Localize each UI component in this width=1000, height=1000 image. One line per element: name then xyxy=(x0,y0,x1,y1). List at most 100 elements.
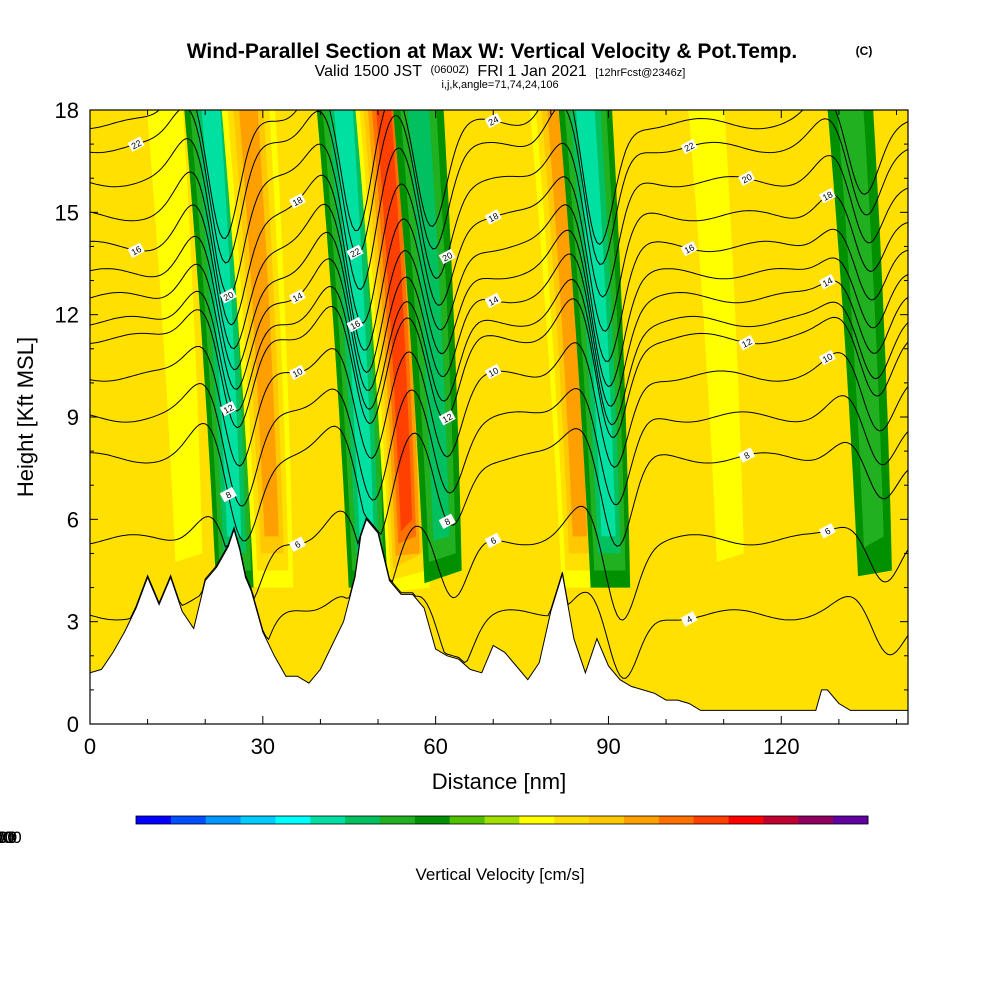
contour-label-22: 22 xyxy=(680,138,698,155)
x-tick-label: 90 xyxy=(596,734,620,759)
svg-text:8: 8 xyxy=(443,516,452,527)
contour-label-6: 6 xyxy=(288,536,306,552)
colorbar-swatch xyxy=(798,816,834,824)
y-tick-label: 3 xyxy=(67,610,79,635)
colorbar-label: Vertical Velocity [cm/s] xyxy=(415,865,584,884)
svg-text:8: 8 xyxy=(742,450,751,461)
isentrope-13 xyxy=(90,278,908,426)
velocity-band-0-1 xyxy=(146,110,203,562)
colorbar-swatch xyxy=(136,816,172,824)
svg-text:20: 20 xyxy=(441,250,455,264)
valid-time: Valid 1500 JST xyxy=(315,63,423,80)
colorbar-tick-label: -100 xyxy=(0,828,17,847)
colorbar-frame xyxy=(135,815,869,825)
colorbar-swatch xyxy=(449,816,485,824)
x-tick-label: 60 xyxy=(423,734,447,759)
colorbar-swatch xyxy=(414,816,451,824)
svg-text:12: 12 xyxy=(740,336,754,350)
colorbar-swatch xyxy=(728,816,764,824)
y-tick-label: 15 xyxy=(55,200,79,225)
svg-text:14: 14 xyxy=(821,275,835,289)
x-axis-label: Distance [nm] xyxy=(432,769,567,794)
svg-text:20: 20 xyxy=(222,289,236,303)
y-tick-label: 9 xyxy=(67,405,79,430)
isentrope-12 xyxy=(90,298,908,438)
contour-label-18: 18 xyxy=(484,209,502,225)
svg-text:20: 20 xyxy=(740,172,754,186)
x-tick-label: 0 xyxy=(84,734,96,759)
contour-label-14: 14 xyxy=(818,273,836,290)
isentrope-15 xyxy=(90,229,908,388)
svg-text:6: 6 xyxy=(293,539,302,550)
contour-label-8: 8 xyxy=(738,447,756,463)
contour-label-16: 16 xyxy=(127,242,145,259)
contour-label-6: 6 xyxy=(818,523,836,539)
svg-text:22: 22 xyxy=(348,246,362,260)
contour-label-10: 10 xyxy=(818,349,836,366)
svg-text:18: 18 xyxy=(487,211,501,225)
contour-label-18: 18 xyxy=(818,187,836,204)
section-params: i,j,k,angle=71,74,24,106 xyxy=(441,79,558,91)
contour-label-18: 18 xyxy=(288,193,306,209)
isentrope-16 xyxy=(90,203,908,362)
y-axis: 0 3 6 9 12 15 18 xyxy=(55,98,908,737)
y-tick-label: 0 xyxy=(67,712,79,737)
svg-text:12: 12 xyxy=(222,402,236,416)
colorbar-swatch xyxy=(380,816,416,824)
colorbar-swatch xyxy=(275,816,311,824)
colorbar-swatch xyxy=(345,816,381,824)
svg-text:6: 6 xyxy=(823,526,832,537)
colorbar-tick-label: 800 xyxy=(0,828,14,847)
y-tick-label: 12 xyxy=(55,303,79,328)
svg-text:16: 16 xyxy=(348,318,362,332)
isentrope-8 xyxy=(90,422,908,547)
svg-text:10: 10 xyxy=(291,366,305,380)
svg-text:10: 10 xyxy=(487,365,501,379)
plot-area: 4 6 6 6 8 8 8 10 10 10 12 12 12 14 14 14 16 16 16 18 18 18 20 2… xyxy=(90,110,908,724)
x-axis: 0 30 60 90 120 xyxy=(84,110,897,759)
y-tick-label: 18 xyxy=(55,98,79,123)
velocity-band-8-1 xyxy=(688,110,744,562)
velocity-band-7-4 xyxy=(576,110,616,537)
svg-text:6: 6 xyxy=(489,535,498,546)
contour-label-10: 10 xyxy=(484,363,502,380)
svg-text:18: 18 xyxy=(291,195,305,209)
chart-subtitle: Valid 1500 JST (0600Z) FRI 1 Jan 2021 [1… xyxy=(315,60,686,80)
svg-text:4: 4 xyxy=(685,614,694,625)
colorbar-swatch xyxy=(205,816,241,824)
colorbar-swatch xyxy=(310,816,346,824)
velocity-band-1-4 xyxy=(201,110,242,537)
contour-label-6: 6 xyxy=(484,532,502,549)
colorbar-tick-label: 200 xyxy=(0,828,14,847)
colorbar: -1000-700-400-100200500800 xyxy=(0,815,869,847)
contour-label-16: 16 xyxy=(680,240,698,257)
contour-label-16: 16 xyxy=(346,316,364,333)
colorbar-swatch xyxy=(658,816,695,824)
contour-label-20: 20 xyxy=(738,170,756,186)
contour-label-20: 20 xyxy=(438,248,456,265)
copyright-mark: (C) xyxy=(856,44,873,58)
terrain xyxy=(90,518,908,724)
svg-text:12: 12 xyxy=(441,411,455,425)
contour-label-8: 8 xyxy=(438,513,456,530)
svg-text:24: 24 xyxy=(487,114,501,128)
contour-label-12: 12 xyxy=(438,410,456,426)
svg-text:10: 10 xyxy=(821,351,835,365)
contour-label-14: 14 xyxy=(288,289,306,305)
contour-label-14: 14 xyxy=(484,292,502,309)
chart-title: Wind-Parallel Section at Max W: Vertical… xyxy=(187,40,798,63)
contour-label-20: 20 xyxy=(219,288,237,304)
isentrope-22 xyxy=(90,110,908,265)
colorbar-swatch xyxy=(554,816,590,824)
y-tick-label: 6 xyxy=(67,507,79,532)
svg-text:14: 14 xyxy=(291,290,305,304)
svg-text:22: 22 xyxy=(130,138,144,152)
colorbar-swatch xyxy=(484,816,520,824)
contour-label-12: 12 xyxy=(219,400,237,417)
velocity-band-5-3 xyxy=(407,110,450,541)
isentrope-9 xyxy=(90,382,908,507)
colorbar-tick-label: -700 xyxy=(0,828,17,847)
contour-label-24: 24 xyxy=(484,112,502,129)
svg-text:14: 14 xyxy=(487,294,501,308)
colorbar-swatch xyxy=(240,816,276,824)
